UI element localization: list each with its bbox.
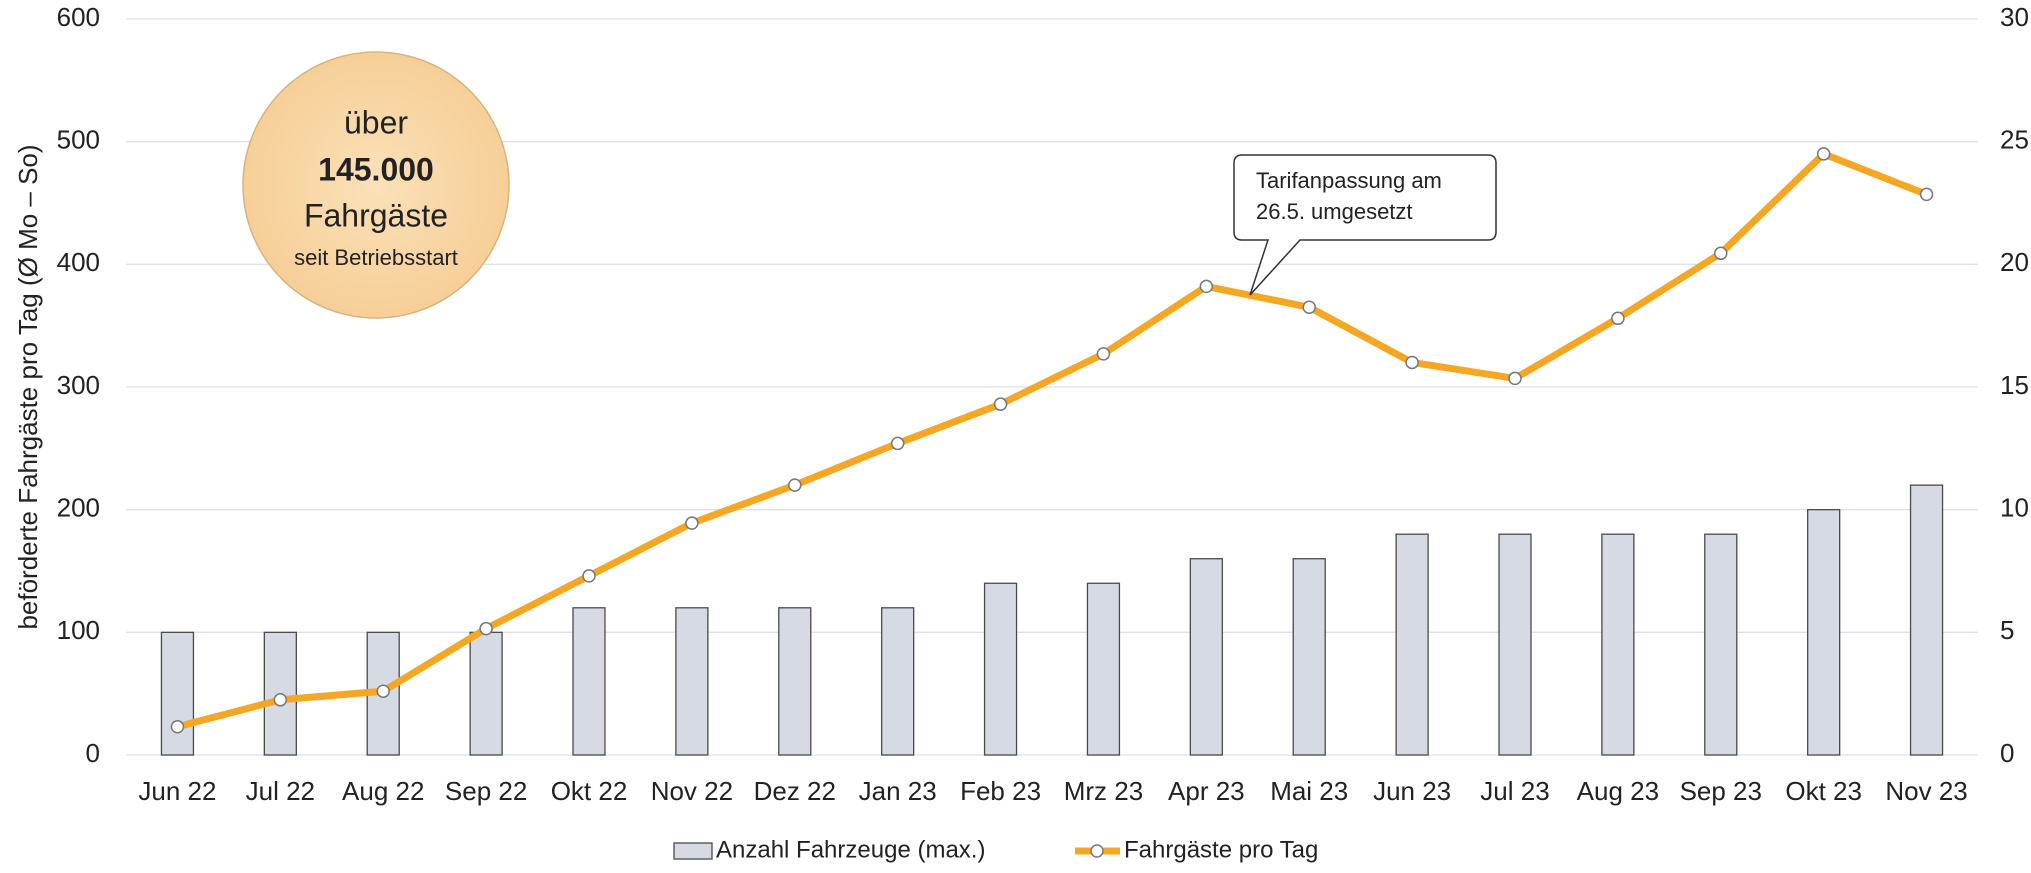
- line-marker: [273, 693, 288, 707]
- line-marker: [170, 720, 185, 734]
- line-marker: [993, 397, 1008, 411]
- annotation-text: 26.5. umgesetzt: [1256, 199, 1413, 224]
- line-marker: [1096, 347, 1111, 361]
- bar: [1498, 533, 1532, 756]
- bar: [983, 582, 1018, 756]
- x-tick-label: Jan 23: [859, 776, 937, 806]
- annotation-box: [1233, 154, 1497, 296]
- x-tick-label: Apr 23: [1168, 776, 1245, 806]
- badge-text: Fahrgäste: [304, 197, 448, 233]
- bar: [1189, 558, 1223, 756]
- line-marker: [685, 516, 699, 530]
- legend-label: Anzahl Fahrzeuge (max.): [716, 836, 985, 863]
- line-marker: [1714, 246, 1728, 261]
- bar: [1292, 558, 1326, 756]
- y2-tick-label: 30: [2000, 2, 2029, 32]
- x-tick-label: Jul 23: [1480, 776, 1549, 806]
- y2-tick-label: 25: [2000, 125, 2029, 155]
- line-marker: [1816, 147, 1831, 161]
- bar: [675, 607, 709, 756]
- x-tick-label: Feb 23: [960, 776, 1041, 806]
- line-marker: [1199, 279, 1214, 294]
- line-marker: [1611, 311, 1625, 326]
- badge-number: 145.000: [318, 151, 434, 187]
- y2-tick-label: 15: [2000, 370, 2029, 400]
- x-tick-label: Mrz 23: [1064, 776, 1143, 806]
- x-tick-label: Okt 22: [551, 776, 628, 806]
- x-tick-label: Mai 23: [1270, 776, 1348, 806]
- legend-label: Fahrgäste pro Tag: [1124, 836, 1318, 863]
- x-tick-label: Sep 22: [445, 776, 527, 806]
- y2-tick-label: 20: [2000, 247, 2029, 277]
- x-tick-label: Aug 23: [1577, 776, 1659, 806]
- x-tick-label: Jun 22: [138, 776, 216, 806]
- line-marker: [1405, 355, 1419, 370]
- bar: [1395, 533, 1429, 756]
- badge-text: über: [344, 104, 408, 140]
- badge-text: seit Betriebsstart: [294, 245, 458, 270]
- y2-tick-label: 0: [2000, 738, 2014, 768]
- x-tick-label: Dez 22: [754, 776, 836, 806]
- annotation-text: Tarifanpassung am: [1256, 168, 1442, 193]
- x-tick-label: Nov 23: [1885, 776, 1967, 806]
- line: [176, 150, 1928, 731]
- line-marker: [788, 478, 802, 492]
- x-tick-label: Okt 23: [1785, 776, 1862, 806]
- y-tick-label: 600: [57, 2, 100, 32]
- bar: [160, 631, 195, 756]
- bar: [572, 607, 606, 756]
- bar: [1704, 533, 1738, 756]
- line-marker: [1302, 300, 1316, 315]
- bar: [778, 607, 812, 756]
- y-tick-label: 500: [57, 125, 100, 155]
- line-marker: [376, 684, 390, 698]
- line-marker: [1919, 187, 1934, 202]
- y2-tick-label: 10: [2000, 493, 2029, 523]
- x-tick-label: Jul 22: [246, 776, 315, 806]
- y-axis-label: beförderte Fahrgäste pro Tag (Ø Mo – So): [13, 144, 43, 629]
- y-tick-label: 0: [86, 738, 100, 768]
- bar: [469, 631, 503, 756]
- y-tick-label: 300: [57, 370, 100, 400]
- x-tick-label: Nov 22: [651, 776, 733, 806]
- line-marker: [582, 569, 596, 583]
- legend-swatch: [673, 842, 713, 860]
- bar: [1601, 533, 1635, 756]
- x-tick-label: Aug 22: [342, 776, 424, 806]
- bar: [881, 607, 915, 756]
- y-tick-label: 400: [57, 247, 100, 277]
- badge-circle: [242, 51, 510, 319]
- x-tick-label: Sep 23: [1680, 776, 1762, 806]
- y2-tick-label: 5: [2000, 615, 2014, 645]
- legend-swatch: [1090, 844, 1104, 858]
- bar: [1086, 582, 1121, 756]
- y-tick-label: 200: [57, 493, 100, 523]
- bar: [1909, 484, 1944, 756]
- line-marker: [890, 436, 905, 451]
- line-marker: [1508, 371, 1522, 386]
- bar: [1807, 509, 1841, 756]
- x-tick-label: Jun 23: [1373, 776, 1451, 806]
- plot-area: 0 100 200 300 400 500 600 0 5 10 15 20 25 30 Jun 22 Jul…: [57, 2, 2029, 863]
- line-marker: [479, 621, 493, 636]
- y-tick-label: 100: [57, 615, 100, 645]
